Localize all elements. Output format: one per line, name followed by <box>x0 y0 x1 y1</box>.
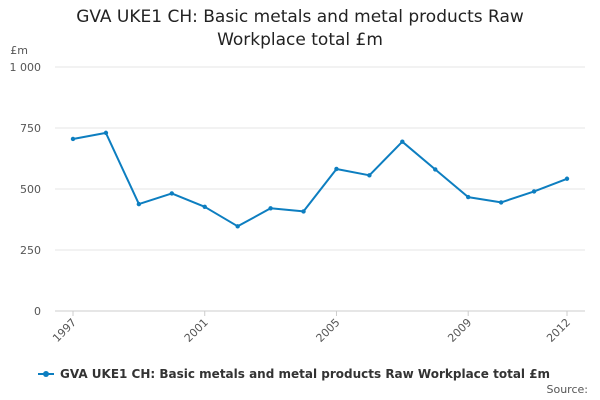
series-line <box>72 131 568 228</box>
data-point <box>367 173 372 178</box>
x-tick-label: 2009 <box>445 316 474 345</box>
x-tick-label: 1997 <box>50 316 79 345</box>
y-tick-label: 500 <box>20 183 41 196</box>
legend[interactable]: GVA UKE1 CH: Basic metals and metal prod… <box>38 367 550 381</box>
data-point <box>334 166 339 172</box>
legend-series-label: GVA UKE1 CH: Basic metals and metal prod… <box>60 367 551 381</box>
legend-series-marker <box>38 369 54 379</box>
chart-title-line-1: GVA UKE1 CH: Basic metals and metal prod… <box>76 7 524 27</box>
x-tick-label: 2012 <box>544 316 573 345</box>
y-tick-label: 250 <box>20 244 41 257</box>
chart-title-line-2: Workplace total £m <box>217 30 383 50</box>
data-point <box>498 200 504 205</box>
y-tick-label: 0 <box>34 305 41 318</box>
data-point <box>235 224 240 229</box>
data-point <box>136 201 142 207</box>
data-point <box>70 136 76 142</box>
data-point <box>301 209 306 214</box>
y-tick-label: 750 <box>20 122 41 135</box>
data-point <box>202 204 207 210</box>
data-point <box>531 189 537 194</box>
x-tick-label: 2005 <box>314 316 343 345</box>
data-point <box>400 139 405 144</box>
chart-title: GVA UKE1 CH: Basic metals and metal prod… <box>0 6 600 52</box>
data-point <box>466 194 471 200</box>
data-point <box>564 176 570 181</box>
x-tick-label: 2001 <box>182 316 211 345</box>
data-point <box>268 206 273 211</box>
source-label: Source: <box>546 383 589 396</box>
y-axis-label: £m <box>10 44 28 57</box>
data-point <box>103 130 109 136</box>
y-tick-label: 1 000 <box>10 61 42 74</box>
data-point <box>433 167 438 172</box>
data-point <box>169 191 174 196</box>
